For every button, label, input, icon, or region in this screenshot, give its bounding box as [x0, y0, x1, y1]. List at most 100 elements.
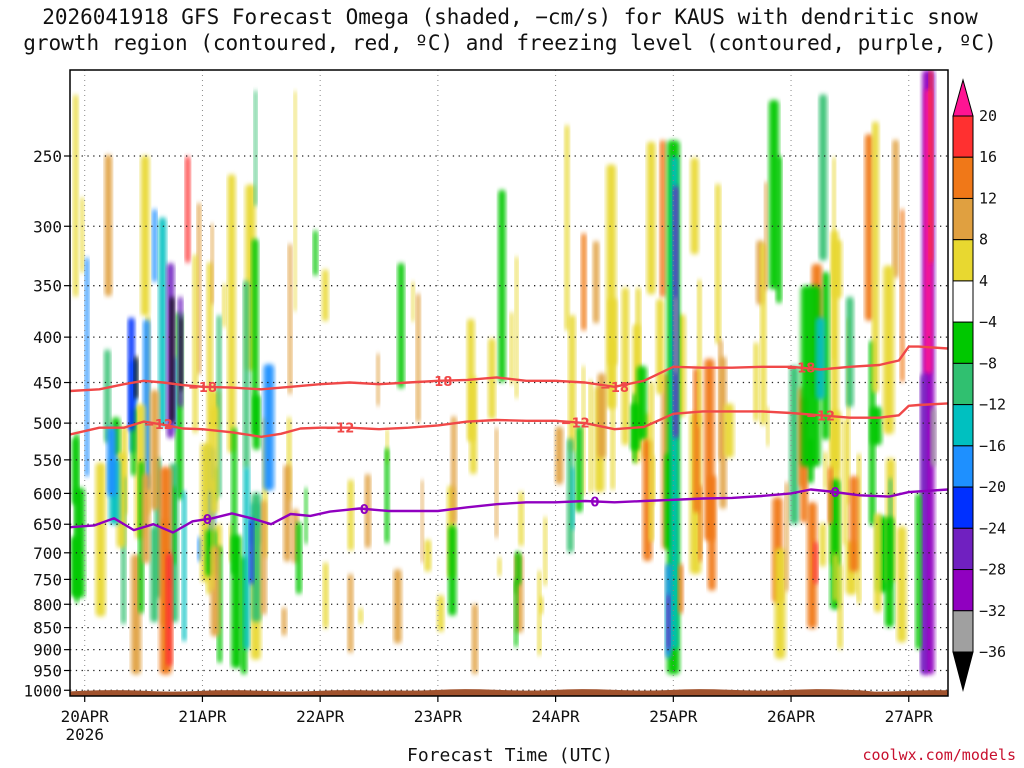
shading-blob: [243, 280, 250, 470]
colorbar-swatch: [952, 115, 974, 158]
colorbar-swatch: [952, 156, 974, 199]
shading-blob: [516, 551, 522, 586]
shading-blob: [104, 349, 111, 444]
shading-blob: [718, 339, 723, 461]
contour-line: [70, 488, 948, 534]
colorbar-top-arrow: [952, 78, 974, 117]
shading-blob: [227, 174, 236, 453]
shading-blob: [313, 229, 318, 277]
contour-line: [70, 345, 948, 393]
shading-blob: [766, 406, 770, 447]
title-line-1: 2026041918 GFS Forecast Omega (shaded, −…: [42, 5, 978, 29]
shading-blob: [724, 403, 734, 458]
shading-blob: [376, 352, 380, 407]
shading-blob: [915, 493, 922, 650]
shading-blob: [636, 365, 647, 440]
colorbar-level-label: 20: [979, 107, 997, 125]
x-tick-label: 26APR: [767, 707, 816, 726]
shading-blob: [892, 139, 899, 279]
shading-blob: [185, 155, 191, 263]
contour-label: −18: [600, 381, 629, 396]
shading-blob: [152, 208, 158, 283]
credit-text: coolwx.com/models: [862, 746, 1016, 764]
shading-blob: [222, 283, 227, 328]
y-tick-label: 750: [33, 570, 62, 589]
shading-blob: [819, 94, 828, 261]
colorbar-level-label: −12: [979, 396, 1006, 414]
shading-blob: [472, 603, 478, 675]
contour-label: 0: [360, 503, 369, 518]
shading-blob: [131, 554, 141, 675]
shading-blob: [648, 381, 654, 543]
shading-blob: [252, 394, 261, 451]
shading-blob: [690, 157, 699, 255]
shading-blob: [509, 311, 514, 386]
shading-blob: [813, 541, 818, 585]
shading-blob: [564, 124, 570, 331]
shading-blob: [322, 269, 329, 322]
colorbar-level-label: 12: [979, 189, 997, 207]
y-tick-label: 300: [33, 217, 62, 236]
y-tick-label: 250: [33, 147, 62, 166]
shading-blob: [251, 492, 262, 622]
contour-label: 0: [590, 495, 599, 510]
shading-blob: [288, 243, 292, 395]
y-tick-label: 1000: [23, 681, 62, 700]
shading-blob: [518, 491, 524, 547]
x-tick-label: 25APR: [649, 707, 698, 726]
shading-blob: [807, 502, 817, 629]
shading-blob: [182, 490, 187, 642]
shading-blob: [784, 481, 789, 592]
colorbar-swatch: [952, 486, 974, 529]
shading-blob: [678, 563, 684, 614]
y-tick-label: 400: [33, 328, 62, 347]
shading-blob: [537, 569, 542, 656]
colorbar-level-label: −20: [979, 478, 1006, 496]
shading-blob: [674, 296, 678, 374]
shading-blob: [900, 208, 905, 383]
shading-blob: [243, 466, 250, 650]
y-tick-label: 550: [33, 451, 62, 470]
shading-blob: [833, 552, 838, 602]
shading-blob: [210, 223, 214, 305]
contour-label: −12: [561, 416, 590, 431]
shading-blob: [420, 479, 424, 564]
shading-blob: [84, 257, 89, 478]
shading-blob: [347, 479, 354, 551]
shading-blob: [883, 265, 895, 435]
colorbar-swatch: [952, 239, 974, 282]
shading-blob: [358, 607, 363, 625]
shading-blob: [251, 238, 259, 437]
shading-blob: [621, 287, 629, 446]
colorbar-swatch: [952, 569, 974, 612]
shading-blob: [930, 407, 936, 467]
shading-blob: [704, 358, 715, 542]
shading-blob: [80, 196, 84, 274]
shading-blob: [150, 389, 160, 511]
colorbar-level-label: −36: [979, 643, 1006, 661]
shading-blob: [666, 594, 671, 650]
contour-line: [70, 402, 948, 438]
shading-blob: [571, 466, 575, 531]
colorbar-swatch: [952, 527, 974, 571]
shading-blob: [393, 568, 402, 644]
shading-blob: [283, 464, 292, 562]
shading-blob: [127, 317, 135, 431]
shading-blob: [568, 314, 576, 453]
shading-blob: [588, 379, 593, 494]
shading-blob: [593, 240, 600, 324]
ground-terrain: [70, 689, 948, 696]
shading-blob: [837, 563, 843, 650]
shading-blob: [768, 99, 779, 290]
shading-blob: [543, 516, 547, 587]
shading-blob: [254, 90, 258, 207]
shading-blob: [411, 281, 415, 323]
shading-blob: [581, 365, 585, 496]
shading-blob: [575, 425, 583, 513]
shading-blob: [106, 426, 117, 497]
shading-blob: [646, 141, 656, 295]
x-tick-label: 27APR: [885, 707, 934, 726]
shading-blob: [497, 556, 502, 577]
shading-blob: [896, 526, 907, 643]
